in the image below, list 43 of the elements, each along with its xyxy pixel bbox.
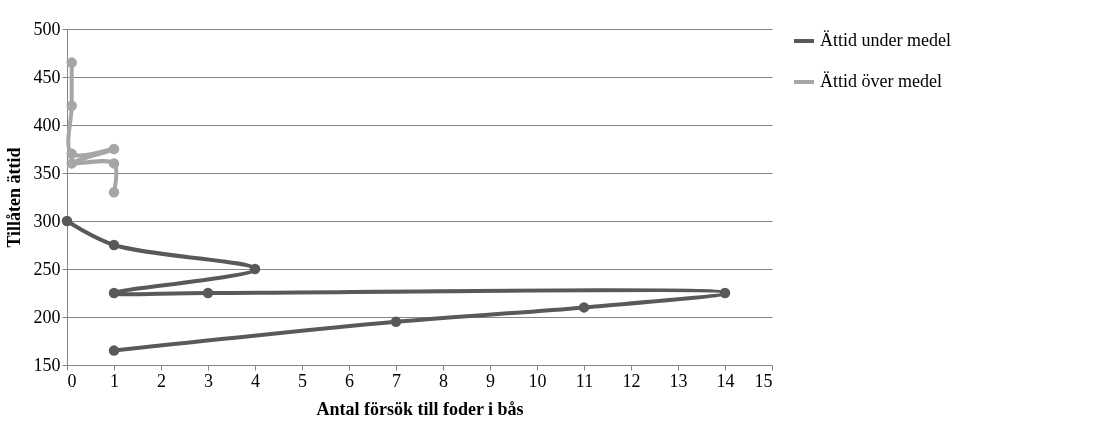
x-tick-label: 7 [392,370,401,391]
point [108,143,120,155]
point [249,263,261,275]
legend-label: Ättid under medel [820,30,951,50]
y-tick-label: 450 [33,66,61,87]
y-axis-title: Tillåten ättid [3,147,24,248]
x-axis-title: Antal försök till foder i bås [316,398,524,419]
point [719,287,731,299]
y-tick-label: 300 [33,210,61,231]
point [108,158,120,169]
y-tick-label: 250 [33,258,61,279]
y-tick-label: 200 [33,306,61,327]
x-tick-label: 4 [251,370,260,391]
y-tick-label: 500 [33,18,61,39]
point [108,345,120,356]
legend-label: Ättid över medel [820,71,942,91]
y-tick-label: 400 [33,114,61,135]
x-tick-label: 2 [157,370,166,391]
x-tick-label: 3 [204,370,213,391]
point [202,287,214,299]
point [66,148,77,160]
x-tick-label: 12 [622,370,641,391]
x-tick-label: 1 [110,370,119,391]
x-tick-label: 5 [298,370,307,391]
point [66,57,77,68]
x-tick-label: 9 [486,370,495,391]
point [66,158,77,169]
point [66,100,77,112]
x-tick-label: 11 [575,370,594,391]
x-tick-label: 8 [439,370,448,391]
x-tick-label: 10 [528,370,547,391]
x-tick-label: 14 [716,370,735,391]
y-tick-label: 150 [33,354,61,375]
point [108,186,120,198]
x-tick-label: 0 [67,370,77,391]
point [390,316,402,328]
x-tick-label: 15 [754,370,773,391]
x-tick-label: 6 [345,370,354,391]
y-tick-label: 350 [33,162,61,183]
x-tick-label: 13 [669,370,688,391]
point [61,215,73,227]
point [578,302,590,313]
point [108,239,120,251]
